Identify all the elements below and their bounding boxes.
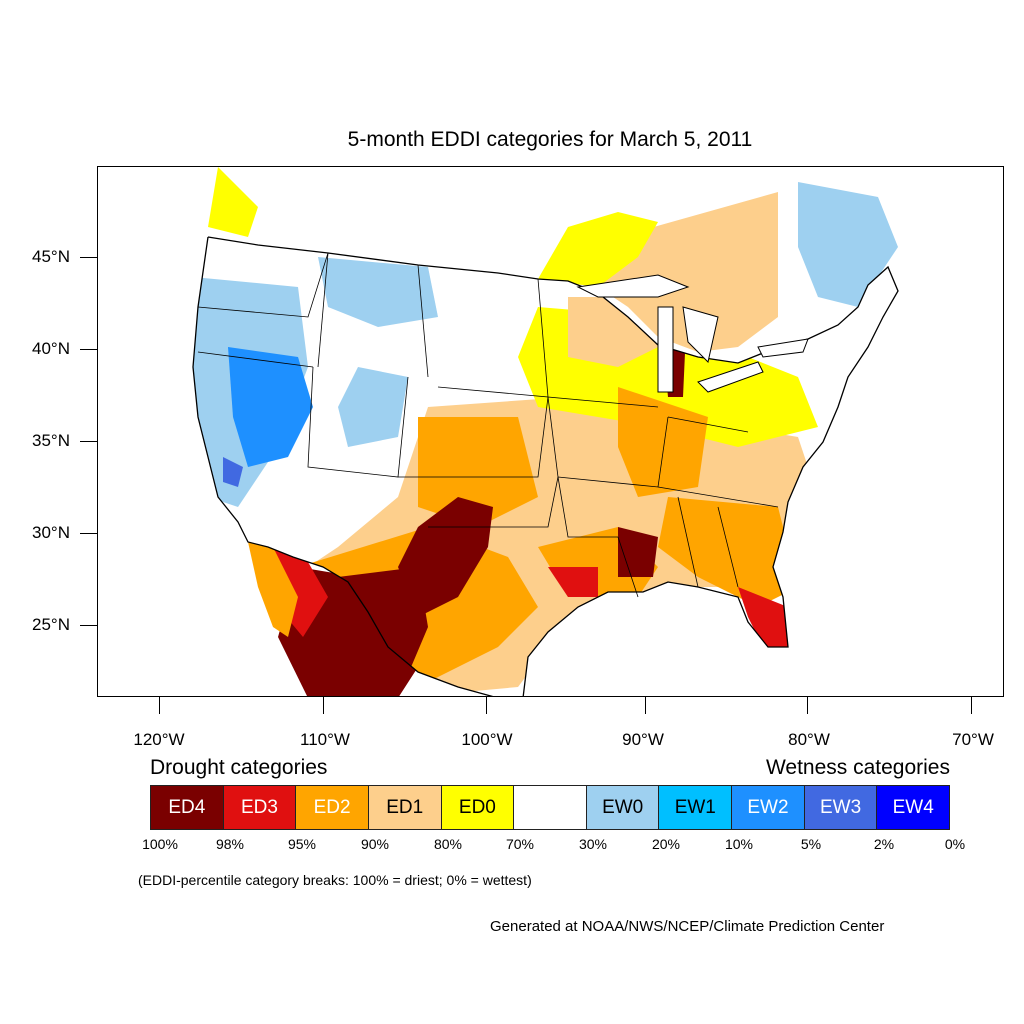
lon-tick (159, 697, 160, 714)
legend-swatch-ed4: ED4 (150, 785, 224, 830)
wetness-categories-label: Wetness categories (765, 756, 950, 779)
legend-swatch-ed2: ED2 (295, 785, 369, 830)
category-breaks-note: (EDDI-percentile category breaks: 100% =… (138, 872, 532, 888)
lat-label-30: 30°N (32, 523, 70, 542)
lake-ontario (757, 338, 809, 358)
legend-percentile: 2% (873, 836, 895, 852)
canada-west-yellow (208, 167, 258, 237)
credit-line: Generated at NOAA/NWS/NCEP/Climate Predi… (490, 918, 885, 935)
legend-percentile: 98% (215, 836, 245, 852)
lon-label-70: 70°W (952, 730, 994, 749)
state-borders (197, 252, 779, 598)
lat-label-35: 35°N (32, 431, 70, 450)
legend-swatch-ed0: ED0 (440, 785, 515, 830)
lat-tick (80, 533, 97, 534)
legend-swatch-ew4: EW4 (876, 785, 951, 830)
mexico-ed2 (248, 542, 298, 637)
legend-swatch-ew1: EW1 (658, 785, 733, 830)
legend-percentile: 10% (724, 836, 754, 852)
lon-tick (486, 697, 487, 714)
legend-percentile: 0% (944, 836, 966, 852)
canada-east-wet (798, 182, 898, 307)
canada-great-lakes-region (538, 192, 778, 352)
lon-tick (645, 697, 646, 714)
lat-tick (80, 441, 97, 442)
canada-ontario-yellow (538, 212, 658, 287)
legend-swatch-ed3: ED3 (222, 785, 297, 830)
legend-percentile: 70% (505, 836, 535, 852)
lon-label-80: 80°W (788, 730, 830, 749)
lake-erie (697, 361, 764, 393)
lon-tick (323, 697, 324, 714)
legend-swatch-ew2: EW2 (731, 785, 805, 830)
legend-percentile: 30% (578, 836, 608, 852)
legend-percentile: 20% (651, 836, 681, 852)
legend-percentile: 5% (800, 836, 822, 852)
lat-tick (80, 257, 97, 258)
lat-label-40: 40°N (32, 339, 70, 358)
lat-tick (80, 349, 97, 350)
lon-tick (971, 697, 972, 714)
lat-label-45: 45°N (32, 247, 70, 266)
legend-colorbar: ED4 ED3 ED2 ED1 ED0 EW0 EW1 EW2 EW3 EW4 (150, 785, 951, 830)
lake-michigan (657, 306, 674, 393)
legend-swatch-ew0: EW0 (585, 785, 660, 830)
legend-swatch-neutral (513, 785, 587, 830)
map-title: 5-month EDDI categories for March 5, 201… (347, 128, 753, 151)
map-frame (97, 166, 1004, 697)
lake-superior (576, 274, 690, 298)
legend-swatch-ed1: ED1 (367, 785, 442, 830)
lon-label-110: 110°W (300, 730, 350, 749)
lake-huron (682, 306, 719, 363)
legend-percentile: 80% (433, 836, 463, 852)
eddi-map (192, 167, 899, 696)
drought-categories-label: Drought categories (150, 756, 328, 779)
lat-label-25: 25°N (32, 615, 70, 634)
lon-label-90: 90°W (622, 730, 664, 749)
lon-tick (807, 697, 808, 714)
lat-tick (80, 625, 97, 626)
legend-percentile: 90% (360, 836, 390, 852)
us-border-south-west (192, 236, 494, 696)
lon-label-100: 100°W (461, 730, 513, 749)
lon-label-120: 120°W (133, 730, 185, 749)
legend-swatch-ew3: EW3 (803, 785, 878, 830)
legend-percentile: 100% (142, 836, 178, 852)
legend-percentile: 95% (287, 836, 317, 852)
